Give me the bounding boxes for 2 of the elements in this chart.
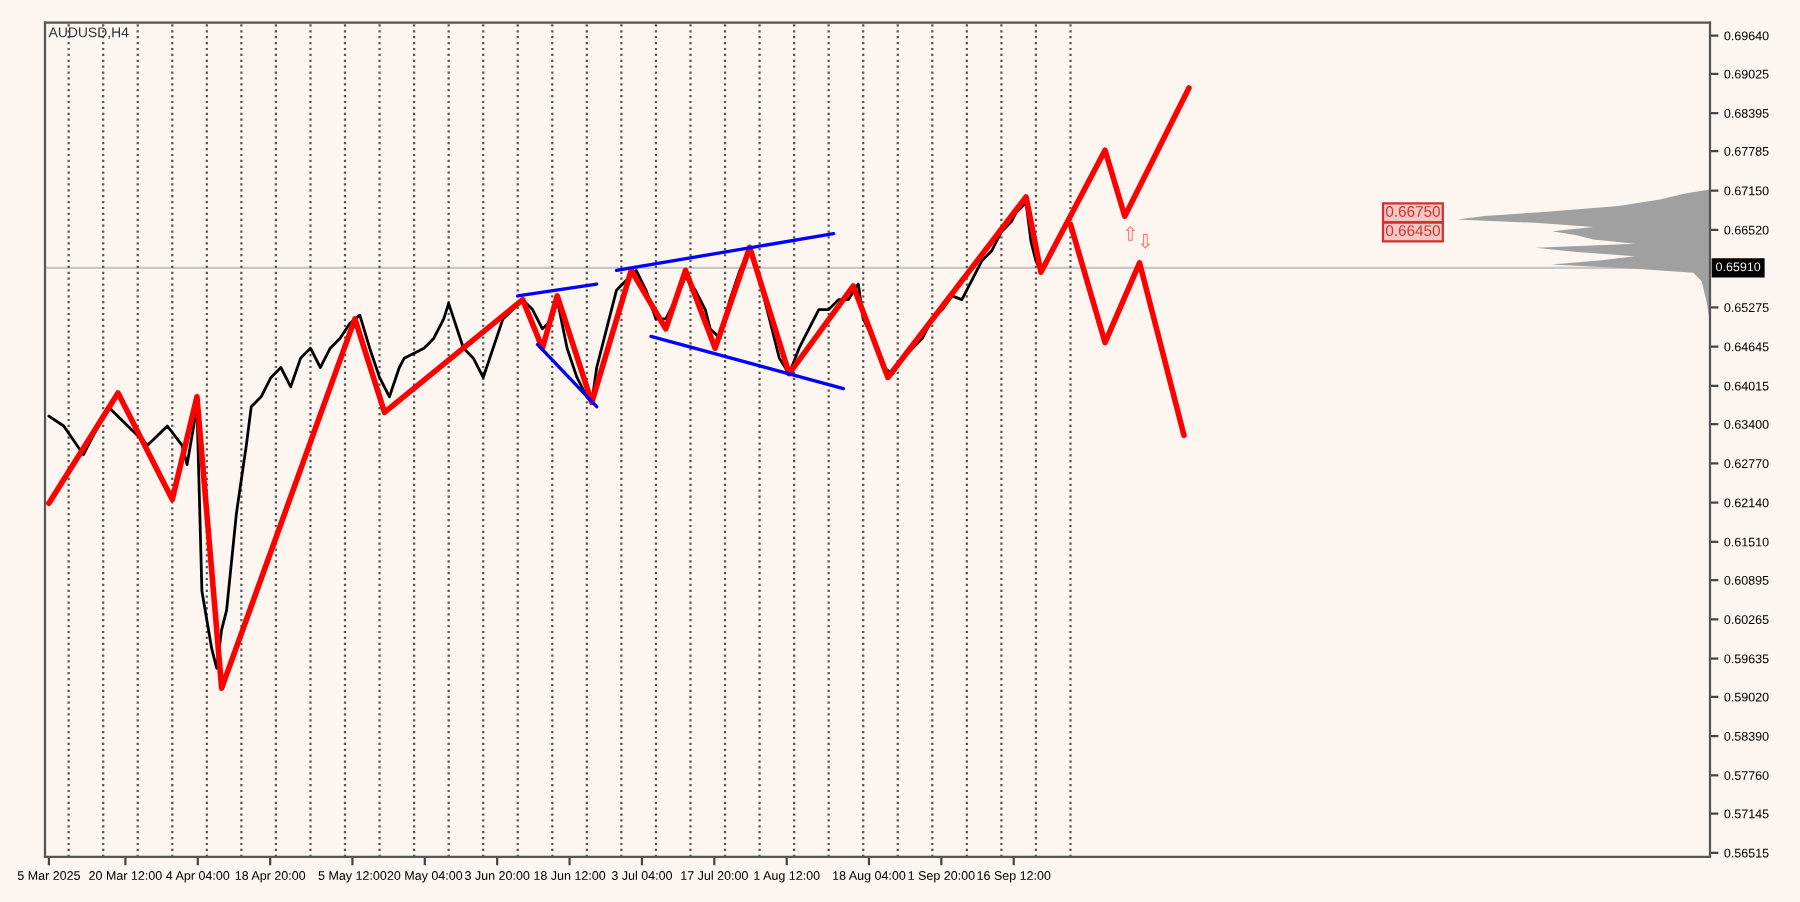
annotation: ⇧ — [1125, 226, 1136, 241]
annotation: ⇩ — [1140, 234, 1151, 249]
